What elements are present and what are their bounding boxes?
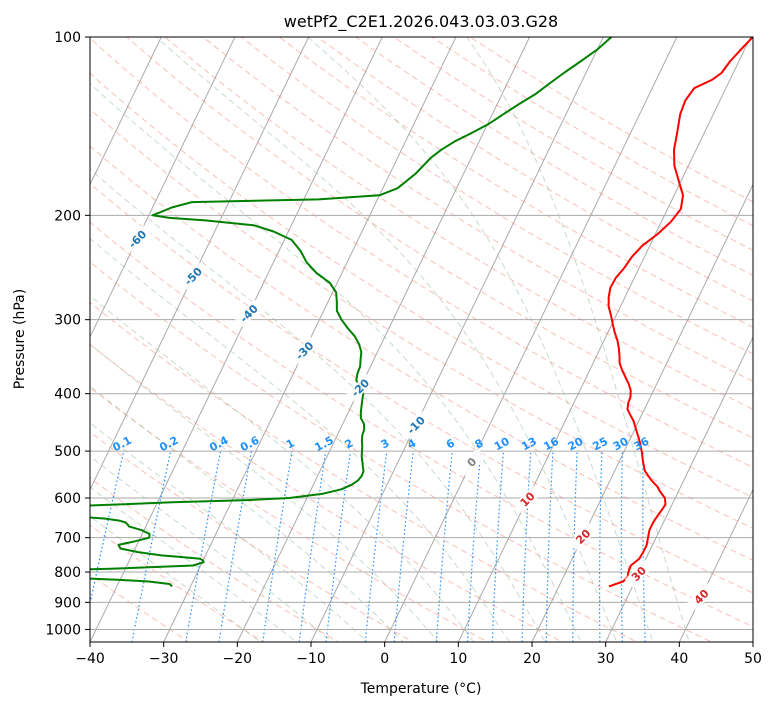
isotherm-line bbox=[90, 37, 236, 339]
sounding-profiles bbox=[90, 37, 753, 588]
y-tick-label: 1000 bbox=[45, 622, 81, 638]
x-tick-label: −30 bbox=[149, 651, 179, 667]
plot-frame bbox=[89, 36, 754, 643]
dry-adiabat-line bbox=[90, 387, 489, 642]
chart-title: wetPf2_C2E1.2026.043.03.03.G28 bbox=[284, 12, 558, 32]
isotherm-line bbox=[457, 37, 752, 642]
mixing-ratio-label: 16 bbox=[541, 435, 561, 454]
x-tick-label: 0 bbox=[380, 651, 389, 667]
moist-adiabat-line bbox=[90, 237, 511, 642]
dry-adiabat-line bbox=[278, 37, 753, 328]
dry-adiabat-line bbox=[90, 37, 753, 468]
isotherm-label-bg bbox=[457, 447, 486, 477]
x-tick-label: −10 bbox=[296, 651, 326, 667]
dry-adiabat-line bbox=[90, 72, 753, 499]
y-tick-label: 500 bbox=[54, 444, 81, 460]
isotherm-line bbox=[310, 37, 604, 642]
isotherm-label-bg bbox=[687, 582, 716, 611]
x-tick-label: 10 bbox=[449, 651, 467, 667]
dry-adiabat-line bbox=[90, 183, 753, 594]
mixing-ratio-label: 30 bbox=[611, 435, 631, 454]
isotherm-line bbox=[605, 335, 753, 642]
plot-area: -100-90-80-70-60-50-40-30-20-10010203040… bbox=[90, 37, 753, 642]
x-tick-label: −20 bbox=[223, 651, 253, 667]
dry-adiabat-line bbox=[202, 37, 753, 382]
isotherm-label-bg bbox=[401, 410, 431, 440]
isotherm-line bbox=[90, 37, 310, 491]
temperature-profile-line bbox=[607, 37, 753, 588]
y-tick-label: 300 bbox=[54, 313, 81, 329]
isotherm-label-bg bbox=[123, 224, 152, 254]
y-axis-title: Pressure (hPa) bbox=[12, 289, 28, 389]
isotherm-label-bg bbox=[290, 336, 319, 365]
x-axis: −40 −30 −20 −10 0 10 20 30 40 50 bbox=[75, 642, 762, 667]
x-tick-label: 30 bbox=[597, 651, 615, 667]
isotherm-line bbox=[236, 37, 531, 642]
y-tick-label: 600 bbox=[54, 491, 81, 507]
dry-adiabat-line bbox=[90, 301, 639, 642]
x-tick-label: 40 bbox=[670, 651, 688, 667]
y-axis: 100 200 300 400 500 600 700 800 900 1000 bbox=[45, 30, 90, 638]
dry-adiabat-line bbox=[90, 221, 753, 628]
dewpoint-profile-line bbox=[90, 37, 613, 588]
y-tick-label: 800 bbox=[54, 565, 81, 581]
x-tick-label: 50 bbox=[744, 651, 762, 667]
x-tick-label: 20 bbox=[523, 651, 541, 667]
y-tick-label: 100 bbox=[54, 30, 81, 46]
x-tick-label: −40 bbox=[75, 651, 105, 667]
isotherm-label-bg bbox=[624, 559, 653, 588]
x-axis-title: Temperature (°C) bbox=[360, 681, 482, 697]
isotherm-label-bg bbox=[178, 262, 208, 291]
y-tick-label: 400 bbox=[54, 387, 81, 403]
dry-adiabat-line bbox=[90, 145, 753, 561]
mixing-ratio-label: 20 bbox=[566, 435, 586, 454]
isotherm-label-bg bbox=[346, 373, 375, 402]
isotherm-line bbox=[384, 37, 678, 642]
mixing-ratio-label: 25 bbox=[590, 435, 610, 454]
isotherm-label-bg bbox=[513, 485, 542, 514]
mixing-ratio-label: 13 bbox=[519, 435, 539, 454]
dry-adiabat-line bbox=[90, 431, 414, 642]
isotherm-lines bbox=[90, 37, 753, 642]
moist-adiabat-line bbox=[466, 37, 690, 642]
mixing-ratio-label: 10 bbox=[492, 435, 512, 454]
isotherm-line bbox=[90, 37, 162, 186]
dry-adiabat-line bbox=[164, 37, 753, 410]
isotherm-line bbox=[90, 37, 383, 642]
moist-adiabat-line bbox=[307, 37, 654, 642]
dry-adiabat-line bbox=[90, 524, 265, 642]
dry-adiabat-line bbox=[90, 261, 713, 642]
isotherm-label-bg bbox=[568, 522, 598, 551]
y-tick-label: 900 bbox=[54, 595, 81, 611]
mixing-ratio-label: 36 bbox=[632, 435, 652, 454]
y-tick-label: 200 bbox=[54, 208, 81, 224]
isotherm-label-bg bbox=[234, 299, 263, 328]
dry-adiabat-line bbox=[90, 477, 340, 642]
y-tick-label: 700 bbox=[54, 531, 81, 547]
dry-adiabat-line bbox=[316, 37, 753, 302]
